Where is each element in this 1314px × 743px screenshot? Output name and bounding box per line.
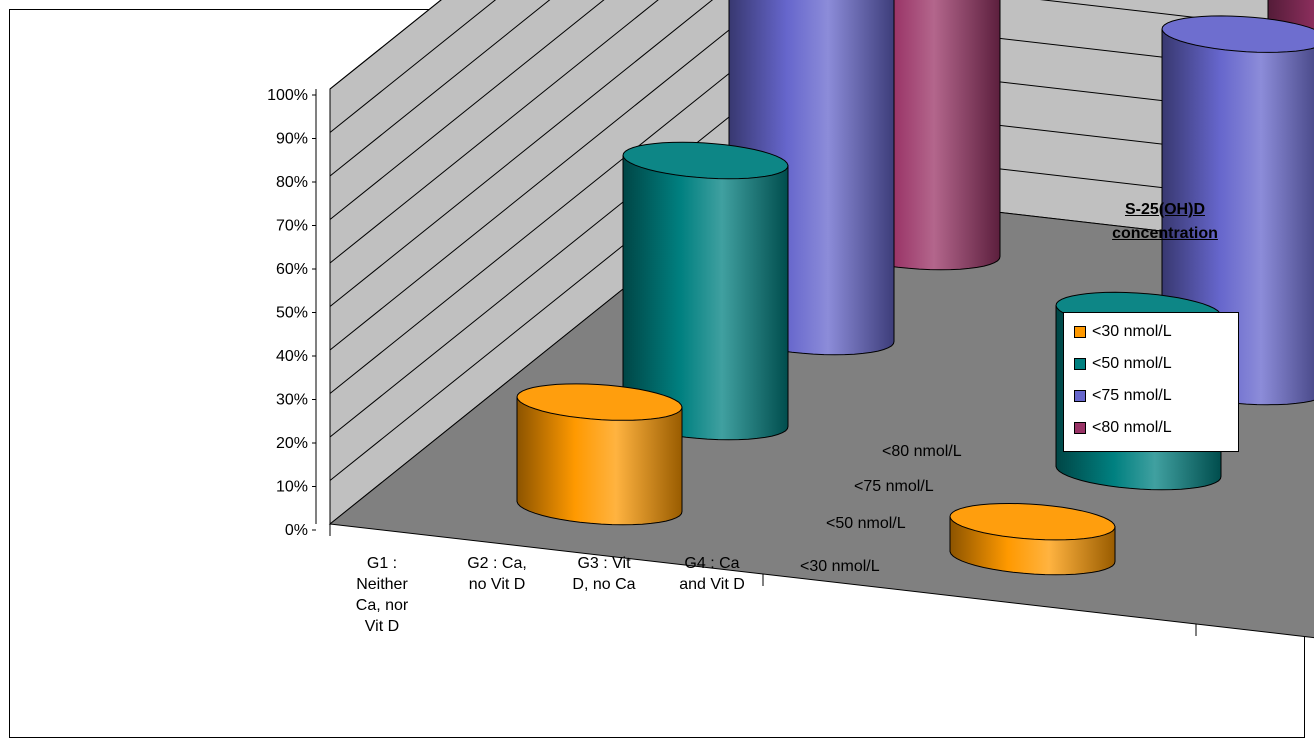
legend-title: S-25(OH)D concentration — [1070, 198, 1260, 246]
legend-swatch-lt75 — [1074, 390, 1086, 402]
y-tick-label: 70% — [276, 218, 308, 235]
y-tick-label: 90% — [276, 131, 308, 148]
bar-1-0 — [622, 141, 789, 441]
gridline — [329, 0, 497, 133]
bar-top — [949, 502, 1116, 541]
y-tick-label: 100% — [267, 87, 308, 104]
bar-top — [622, 141, 789, 180]
legend-swatch-lt50 — [1074, 358, 1086, 370]
gridline — [329, 0, 1314, 307]
y-tick-label: 0% — [285, 522, 308, 539]
bar-top — [516, 383, 683, 421]
y-tick-label: 80% — [276, 174, 308, 191]
legend-item-lt75: <75 nmol/L — [1074, 385, 1172, 407]
x-category-label: G2 : Ca, no Vit D — [467, 555, 527, 593]
z-series-label: <50 nmol/L — [826, 515, 906, 532]
x-category-line: no Vit D — [469, 576, 526, 593]
legend-swatch-lt30 — [1074, 326, 1086, 338]
legend-label-lt50: <50 nmol/L — [1092, 355, 1172, 372]
gridline — [329, 0, 605, 220]
legend-swatch-lt80 — [1074, 422, 1086, 434]
y-tick-label: 20% — [276, 435, 308, 452]
gridline — [329, 0, 659, 264]
bar-0-0 — [516, 383, 683, 526]
y-tick-label: 40% — [276, 348, 308, 365]
legend-label-lt80: <80 nmol/L — [1092, 419, 1172, 436]
y-tick-label: 10% — [276, 479, 308, 496]
x-category-line: Neither — [356, 576, 408, 593]
bar-top — [1161, 15, 1314, 53]
legend-title-line-1: S-25(OH)D — [1124, 201, 1205, 218]
bar-0-1 — [949, 502, 1116, 576]
z-series-label: <30 nmol/L — [800, 558, 880, 575]
x-category-line: G2 : Ca, — [467, 555, 527, 572]
x-category-line: G4 : Ca — [684, 555, 739, 572]
x-category-line: G3 : Vit — [577, 555, 631, 572]
x-category-label: G1 : Neither Ca, nor Vit D — [356, 555, 409, 635]
legend-title-line-2: concentration — [1112, 225, 1218, 242]
x-category-label: G4 : Ca and Vit D — [679, 555, 745, 593]
x-category-line: Vit D — [365, 618, 399, 635]
legend-label-lt75: <75 nmol/L — [1092, 387, 1172, 404]
x-category-line: D, no Ca — [572, 576, 635, 593]
y-tick-label: 30% — [276, 392, 308, 409]
gridline — [329, 0, 551, 177]
bar-body — [516, 396, 683, 526]
x-category-line: Ca, nor — [356, 597, 409, 614]
x-category-label: G3 : Vit D, no Ca — [572, 555, 635, 593]
y-tick-label: 60% — [276, 261, 308, 278]
z-series-label: <80 nmol/L — [882, 443, 962, 460]
x-category-line: and Vit D — [679, 576, 745, 593]
legend-label-lt30: <30 nmol/L — [1092, 323, 1172, 340]
legend-item-lt50: <50 nmol/L — [1074, 353, 1172, 375]
legend-item-lt80: <80 nmol/L — [1074, 417, 1172, 439]
z-series-label: <75 nmol/L — [854, 478, 934, 495]
y-tick-label: 50% — [276, 305, 308, 322]
x-category-line: G1 : — [367, 555, 397, 572]
legend: <30 nmol/L <50 nmol/L <75 nmol/L <80 nmo… — [1063, 312, 1239, 452]
legend-item-lt30: <30 nmol/L — [1074, 321, 1172, 343]
